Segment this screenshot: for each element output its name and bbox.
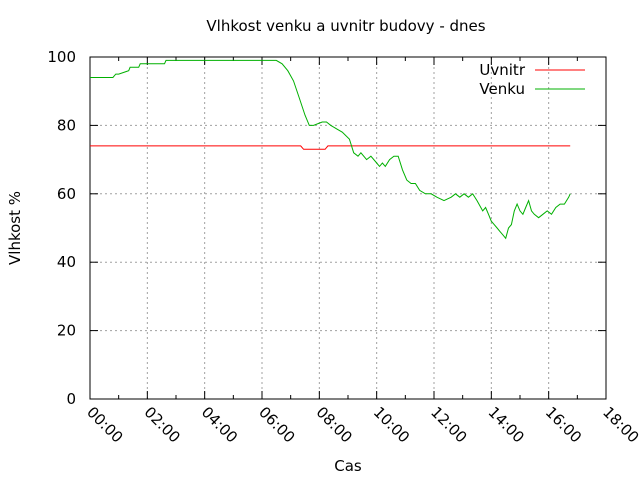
legend-label: Venku — [479, 80, 525, 98]
y-tick-label: 0 — [66, 390, 76, 408]
x-tick-label: 16:00 — [542, 403, 585, 446]
x-tick-label: 18:00 — [599, 403, 640, 446]
x-axis-label: Cas — [334, 457, 362, 475]
x-tick-label: 08:00 — [313, 403, 356, 446]
y-tick-label: 100 — [47, 48, 76, 66]
y-tick-label: 60 — [57, 185, 76, 203]
y-axis-label: Vlhkost % — [6, 191, 24, 265]
x-tick-label: 14:00 — [485, 403, 528, 446]
x-axis: 00:00 02:00 04:00 06:00 08:00 10:00 12:00 14:00… — [83, 57, 640, 446]
x-tick-label: 02:00 — [141, 403, 184, 446]
x-tick-label: 00:00 — [83, 403, 126, 446]
y-tick-label: 40 — [57, 253, 76, 271]
x-tick-label: 12:00 — [427, 403, 470, 446]
y-axis: 0 20 40 60 80 100 — [47, 48, 606, 408]
chart-title: Vlhkost venku a uvnitr budovy - dnes — [206, 17, 485, 35]
plot-frame — [89, 56, 607, 400]
series-line-venku — [90, 59, 571, 240]
grid-lines — [90, 57, 606, 399]
y-tick-label: 20 — [57, 322, 76, 340]
series-lines — [90, 59, 571, 240]
x-tick-label: 06:00 — [255, 403, 298, 446]
series-line-uvnitr — [90, 145, 571, 150]
x-tick-label: 04:00 — [198, 403, 241, 446]
y-tick-label: 80 — [57, 116, 76, 134]
x-tick-label: 10:00 — [370, 403, 413, 446]
legend-label: Uvnitr — [479, 61, 525, 79]
